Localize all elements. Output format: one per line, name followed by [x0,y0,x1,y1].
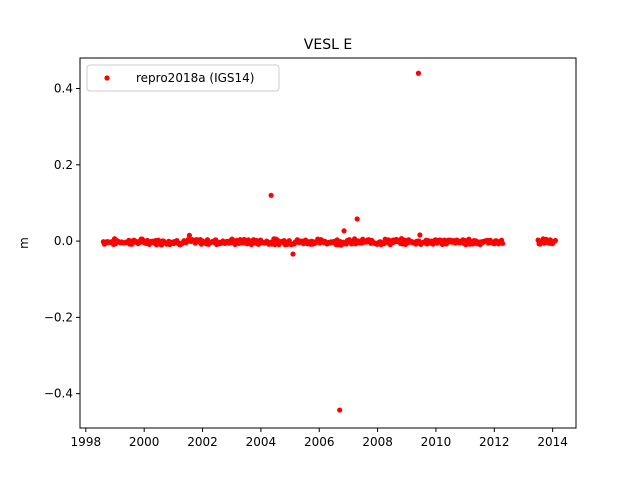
data-points [100,70,559,413]
x-tick-label: 2014 [537,435,568,449]
legend-label: repro2018a (IGS14) [136,71,254,85]
chart-title: VESL E [304,37,352,53]
data-point [268,192,274,198]
x-tick-label: 2008 [362,435,393,449]
legend-box [86,64,280,92]
x-tick-label: 2002 [187,435,218,449]
legend-marker-icon [104,75,110,81]
x-tick-label: 2010 [421,435,452,449]
y-tick-label: 0.2 [54,158,73,172]
data-point [290,251,296,257]
data-point [186,232,193,238]
x-tick-label: 2004 [246,435,277,449]
data-point [552,237,559,244]
plot-frame [79,57,577,429]
x-tick-label: 2012 [479,435,510,449]
y-tick-label: −0.4 [44,387,73,401]
data-point [337,407,343,413]
x-tick-label: 2000 [129,435,160,449]
y-tick-label: −0.2 [44,310,73,324]
data-point [500,240,506,247]
data-point [417,232,423,238]
y-axis: −0.4 −0.2 0.0 0.2 0.4 [44,82,80,401]
y-axis-label: m [17,237,31,249]
data-point [415,70,422,76]
y-tick-label: 0.4 [54,82,73,96]
x-tick-label: 1998 [71,435,102,449]
data-point [272,241,278,248]
legend: repro2018a (IGS14) [86,64,280,92]
y-tick-label: 0.0 [54,234,73,248]
x-axis: 1998 2000 2002 2004 2006 2008 2010 2012 2014 [71,428,568,449]
x-tick-label: 2006 [304,435,335,449]
data-point [341,228,347,234]
data-point [354,216,360,222]
